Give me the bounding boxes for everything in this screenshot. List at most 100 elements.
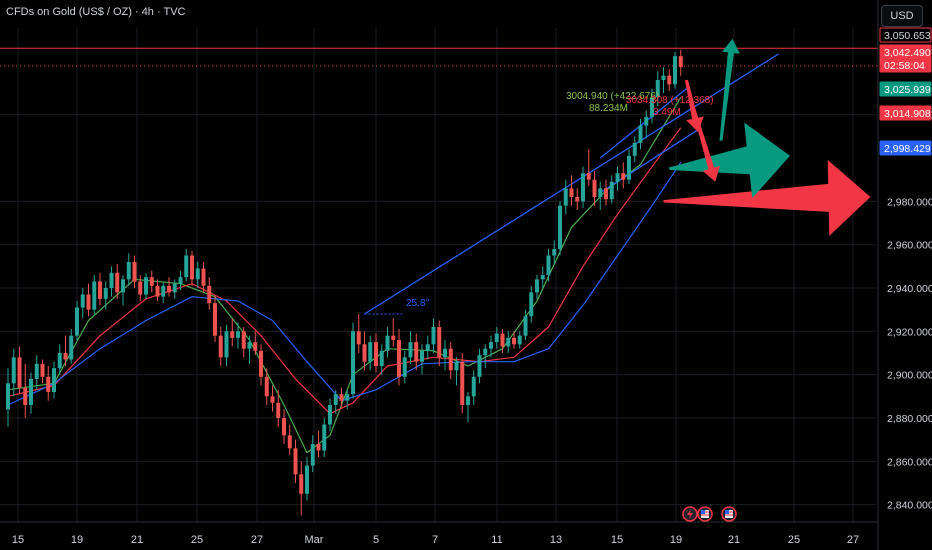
candle bbox=[569, 188, 574, 197]
candle bbox=[63, 353, 68, 360]
candle bbox=[172, 283, 177, 293]
candle bbox=[29, 379, 33, 405]
candle bbox=[397, 340, 401, 377]
candle bbox=[437, 327, 442, 358]
x-tick-label: 15 bbox=[12, 534, 24, 546]
y-tick-label: 2,880.000 bbox=[887, 413, 932, 425]
event-icons[interactable] bbox=[682, 506, 737, 522]
candle bbox=[276, 402, 281, 418]
x-tick-label: Mar bbox=[305, 534, 324, 546]
time-axis[interactable]: 15 19 21 25 27 Mar 5 7 11 13 15 19 21 25 27 bbox=[0, 521, 878, 546]
trendline[interactable] bbox=[599, 88, 687, 159]
candle bbox=[661, 75, 666, 80]
x-tick-label: 19 bbox=[670, 534, 682, 546]
candle bbox=[293, 448, 298, 475]
candle bbox=[379, 350, 384, 366]
candle bbox=[408, 342, 413, 358]
candle bbox=[529, 292, 534, 317]
trendline[interactable] bbox=[599, 129, 699, 194]
candle bbox=[563, 188, 568, 206]
candle bbox=[46, 376, 51, 392]
x-tick-label: 27 bbox=[847, 534, 859, 546]
candle bbox=[316, 444, 321, 451]
candle bbox=[673, 56, 677, 85]
candle bbox=[109, 272, 114, 288]
y-tick-label: 2,980.000 bbox=[887, 196, 932, 208]
price-tag bbox=[879, 57, 932, 73]
moving-average-line bbox=[7, 161, 682, 406]
candle bbox=[414, 342, 419, 362]
candle bbox=[98, 281, 102, 299]
candle bbox=[207, 285, 212, 304]
x-tick-label: 13 bbox=[550, 534, 562, 546]
chart-title: CFDs on Gold (US$ / OZ) · 4h · TVC bbox=[6, 6, 186, 18]
candle bbox=[586, 173, 591, 180]
candle bbox=[627, 155, 631, 180]
us-flag-icon[interactable] bbox=[721, 506, 737, 522]
candle bbox=[598, 188, 603, 197]
candle bbox=[69, 335, 74, 360]
y-tick-label: 2,900.000 bbox=[887, 370, 932, 382]
candle bbox=[115, 272, 120, 293]
candle bbox=[339, 394, 344, 401]
candle bbox=[322, 424, 327, 451]
candle bbox=[454, 361, 459, 371]
candle bbox=[535, 279, 539, 293]
candle bbox=[52, 368, 56, 392]
candle bbox=[195, 268, 200, 280]
candle bbox=[356, 331, 361, 345]
price-tag-label: 2,998.429 bbox=[884, 143, 931, 155]
candle bbox=[178, 277, 183, 284]
candle bbox=[402, 357, 407, 377]
candle bbox=[40, 363, 45, 377]
candle bbox=[224, 331, 229, 358]
candle bbox=[144, 277, 148, 295]
candle bbox=[460, 361, 465, 405]
candle bbox=[6, 383, 10, 410]
candle bbox=[328, 405, 332, 425]
arrow-drawing[interactable] bbox=[719, 38, 740, 141]
candle bbox=[592, 179, 597, 197]
y-tick-label: 2,920.000 bbox=[887, 326, 932, 338]
arrow-drawing[interactable] bbox=[663, 159, 871, 236]
candle bbox=[17, 357, 22, 388]
us-flag-icon[interactable] bbox=[697, 506, 713, 522]
candle bbox=[443, 348, 447, 358]
candle bbox=[201, 268, 206, 286]
candle bbox=[540, 275, 545, 280]
y-tick-label: 2,960.000 bbox=[887, 240, 932, 252]
y-tick-label: 2,860.000 bbox=[887, 456, 932, 468]
arrow-drawing[interactable] bbox=[690, 103, 720, 182]
candle bbox=[374, 342, 378, 366]
candle bbox=[678, 56, 683, 67]
lightning-icon[interactable] bbox=[682, 506, 698, 522]
candle bbox=[11, 357, 16, 384]
price-tag bbox=[879, 140, 932, 156]
annotation-label: 25.8° bbox=[406, 298, 429, 309]
candle bbox=[161, 285, 166, 297]
price-tag-label: 02:58:04 bbox=[884, 60, 925, 72]
candle bbox=[86, 294, 91, 310]
candle bbox=[368, 342, 373, 362]
currency-button[interactable]: USD bbox=[881, 5, 923, 27]
candle bbox=[425, 344, 430, 351]
candle bbox=[489, 342, 493, 349]
candle bbox=[575, 197, 580, 202]
candle bbox=[247, 342, 252, 349]
arrow-drawing[interactable] bbox=[668, 122, 790, 199]
candle bbox=[230, 331, 235, 338]
candle bbox=[155, 285, 160, 297]
candle bbox=[132, 262, 137, 282]
price-tag-label: 3,014.908 bbox=[884, 108, 931, 120]
annotations: 25.8° 3004.940 (+422.676)88.234M3034.308 … bbox=[406, 91, 714, 309]
x-tick-label: 25 bbox=[788, 534, 800, 546]
candle bbox=[483, 348, 488, 356]
candle bbox=[23, 387, 28, 405]
price-axis[interactable]: 2,840.000 2,860.000 2,880.000 2,900.000 2,92… bbox=[877, 0, 932, 550]
candle bbox=[57, 353, 62, 369]
candle bbox=[75, 307, 79, 336]
candle bbox=[477, 355, 482, 377]
annotation-label: 3.49M bbox=[653, 107, 681, 118]
candle bbox=[667, 75, 672, 85]
